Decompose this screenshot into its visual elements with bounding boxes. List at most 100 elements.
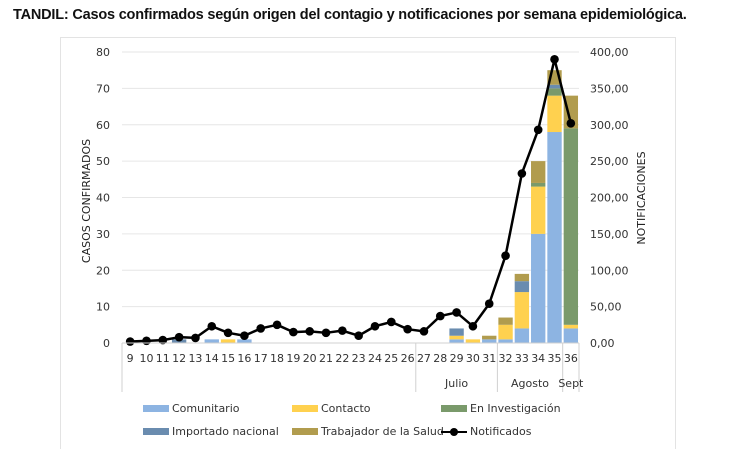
notificados-point xyxy=(501,251,510,260)
x-tick-label: 36 xyxy=(564,352,578,365)
bar-segment xyxy=(563,324,579,329)
notificados-point xyxy=(158,335,168,345)
y2-tick-label: 150,00 xyxy=(590,228,629,241)
notificados-point xyxy=(435,311,445,321)
y2-tick-label: 350,00 xyxy=(590,82,629,95)
legend-swatch-trabajador-salud xyxy=(292,428,318,435)
notificados-point xyxy=(403,324,412,334)
notificados-point xyxy=(566,118,576,128)
notificados-point xyxy=(142,336,151,346)
y-tick-label: 40 xyxy=(96,192,110,205)
legend-label: En Investigación xyxy=(470,402,561,415)
legend-line-marker-icon xyxy=(441,427,467,437)
x-tick-label: 27 xyxy=(417,352,431,365)
legend-label: Contacto xyxy=(321,402,371,415)
x-tick-label: 34 xyxy=(531,352,545,365)
x-tick-label: 24 xyxy=(368,352,382,365)
legend-swatch-en-investigacion xyxy=(441,405,467,412)
x-axis-ticks: 9 10 11 12 13 14 15 16 17 18 19 20 21 22 23 24 25 26 27 28 2… xyxy=(121,342,584,392)
notificados-point xyxy=(550,54,559,64)
notificados-point xyxy=(207,321,217,331)
notificados-line xyxy=(125,54,576,346)
x-tick-label: 32 xyxy=(499,352,513,365)
y-tick-label: 10 xyxy=(96,301,110,314)
y-tick-label: 30 xyxy=(96,228,110,241)
x-tick-label: 18 xyxy=(270,352,284,365)
y-tick-label: 50 xyxy=(96,155,110,168)
bar-segment xyxy=(449,339,464,343)
y-tick-label: 70 xyxy=(96,82,110,95)
notificados-point xyxy=(484,299,494,309)
y2-tick-label: 50,00 xyxy=(590,301,622,314)
notificados-point xyxy=(387,317,396,327)
y-tick-label: 80 xyxy=(96,46,110,59)
y-tick-label: 60 xyxy=(96,119,110,132)
bar-segment xyxy=(204,339,219,343)
bar-segment xyxy=(482,335,497,340)
notificados-point xyxy=(468,321,478,331)
x-tick-label: 20 xyxy=(303,352,317,365)
month-group-label: Sept xyxy=(558,377,584,390)
x-tick-label: 11 xyxy=(156,352,170,365)
bar-segment xyxy=(498,339,513,343)
x-tick-label: 12 xyxy=(172,352,186,365)
y2-tick-label: 250,00 xyxy=(590,155,629,168)
x-tick-label: 35 xyxy=(548,352,562,365)
bar-segment xyxy=(547,132,562,343)
y-tick-label: 20 xyxy=(96,264,110,277)
bar-segment xyxy=(220,339,236,343)
x-tick-label: 19 xyxy=(286,352,300,365)
x-tick-label: 23 xyxy=(352,352,366,365)
legend-swatch-importado-nacional xyxy=(143,428,169,435)
notificados-point xyxy=(419,327,429,336)
bar-segment xyxy=(547,88,562,96)
bar-segment xyxy=(514,273,530,282)
notificados-point xyxy=(354,331,363,341)
legend-item-contacto: Contacto xyxy=(292,402,371,415)
y2-tick-label: 400,00 xyxy=(590,46,629,59)
bar-segment xyxy=(531,233,546,343)
notificados-polyline xyxy=(130,58,573,343)
bar-segment xyxy=(547,84,562,89)
y2-tick-label: 100,00 xyxy=(590,264,629,277)
notificados-point xyxy=(256,324,266,333)
legend-item-en-investigacion: En Investigación xyxy=(441,402,561,415)
x-tick-label: 16 xyxy=(237,352,251,365)
gridlines xyxy=(122,51,579,308)
month-group-label: Agosto xyxy=(511,377,549,390)
x-tick-label: 33 xyxy=(515,352,529,365)
legend-item-notificados: Notificados xyxy=(441,425,532,438)
x-tick-label: 10 xyxy=(139,352,153,365)
legend-label: Trabajador de la Salud xyxy=(321,425,444,438)
legend-label: Notificados xyxy=(470,425,532,438)
x-tick-label: 9 xyxy=(127,352,134,365)
month-group-label: Julio xyxy=(444,377,468,390)
legend-item-importado-nacional: Importado nacional xyxy=(143,425,279,438)
notificados-point xyxy=(517,169,527,178)
x-tick-label: 28 xyxy=(433,352,447,365)
x-tick-label: 30 xyxy=(466,352,480,365)
bar-segment xyxy=(514,292,530,329)
y-axis-ticks: 0 10 20 30 40 50 60 70 80 xyxy=(96,46,110,350)
legend-item-trabajador-salud: Trabajador de la Salud xyxy=(292,425,444,438)
bar-segment xyxy=(531,186,546,234)
notificados-point xyxy=(174,332,184,342)
legend-swatch-comunitario xyxy=(143,405,169,412)
bars xyxy=(171,70,579,343)
notificados-point xyxy=(191,333,200,343)
chart-title: TANDIL: Casos confirmados según origen d… xyxy=(13,7,687,23)
x-tick-label: 22 xyxy=(335,352,349,365)
bar-segment xyxy=(498,324,513,340)
y2-axis-title: NOTIFICACIONES xyxy=(635,151,648,244)
x-tick-label: 14 xyxy=(205,352,219,365)
bar-segment xyxy=(498,317,513,325)
notificados-point xyxy=(289,327,298,337)
legend-label: Importado nacional xyxy=(172,425,279,438)
y2-tick-label: 0,00 xyxy=(590,337,615,350)
notificados-point xyxy=(223,328,233,338)
notificados-point xyxy=(370,321,380,331)
x-tick-label: 17 xyxy=(254,352,268,365)
bar-segment xyxy=(531,161,546,183)
bar-segment xyxy=(482,339,497,343)
